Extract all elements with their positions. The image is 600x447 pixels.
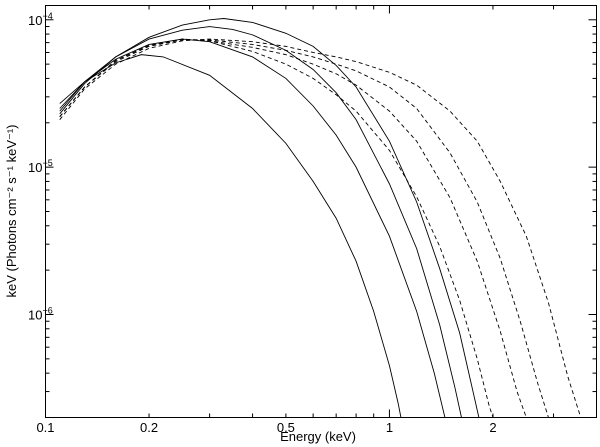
- tick-labels-layer: 0.1 0.2 0.5 1 2 10−4 10−5 10−6: [28, 11, 497, 435]
- series-curve-6: [59, 38, 527, 418]
- x-axis-label: Energy (keV): [280, 429, 356, 444]
- x-tick-label: 0.1: [36, 420, 54, 435]
- x-tick-label: 1: [386, 420, 393, 435]
- series-curve-8: [59, 38, 582, 418]
- series-layer: [59, 18, 582, 418]
- series-curve-5: [59, 38, 494, 418]
- series-curve-2: [59, 38, 446, 418]
- y-tick-label: 10−4: [28, 11, 53, 28]
- ticks-layer: [45, 5, 597, 418]
- y-tick-label: 10−6: [28, 306, 53, 323]
- x-tick-label: 0.2: [140, 420, 158, 435]
- series-curve-7: [59, 39, 549, 418]
- plot-frame: [45, 5, 597, 418]
- x-tick-label: 2: [489, 420, 496, 435]
- y-tick-label: 10−5: [28, 158, 53, 175]
- x-tick-label: 0.5: [277, 420, 295, 435]
- y-axis-label: keV (Photons cm⁻² s⁻¹ keV⁻¹): [4, 124, 19, 297]
- series-curve-3: [59, 26, 462, 418]
- series-curve-1: [59, 54, 402, 418]
- series-curve-4: [59, 18, 480, 418]
